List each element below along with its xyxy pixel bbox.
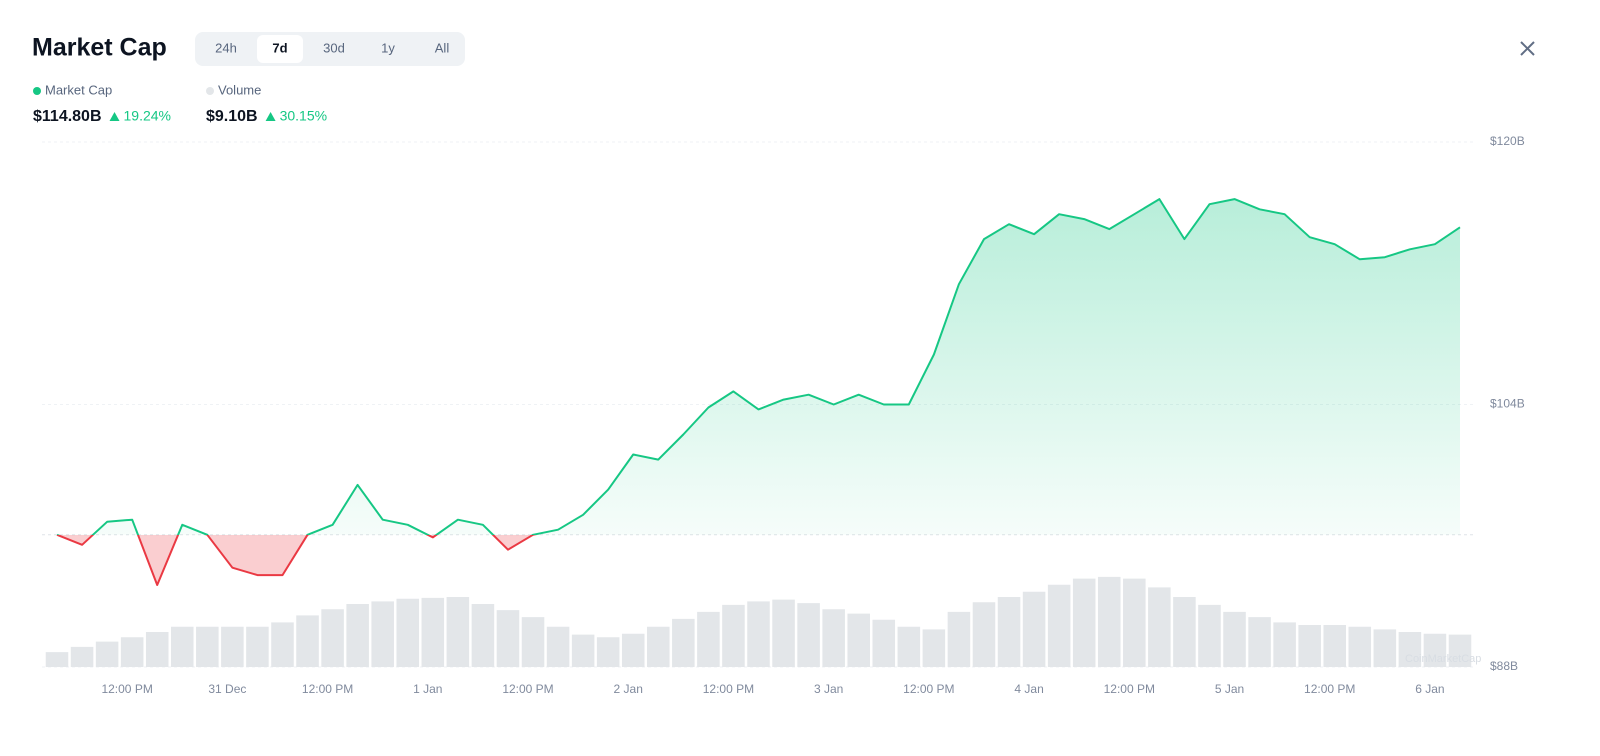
- x-tick-label: 1 Jan: [413, 682, 442, 696]
- volume-bar: [722, 604, 745, 667]
- volume-bar: [672, 618, 695, 667]
- x-tick-label: 3 Jan: [814, 682, 843, 696]
- legend-label: Market Cap: [45, 82, 112, 97]
- volume-bar: [246, 626, 269, 667]
- range-tab[interactable]: 24h: [215, 40, 237, 55]
- volume-bar: [396, 598, 420, 667]
- range-tab[interactable]: 7d: [272, 40, 287, 55]
- volume-bar: [621, 633, 645, 667]
- volume-bar: [822, 609, 845, 667]
- range-tab[interactable]: 30d: [323, 40, 345, 55]
- volume-bar: [1423, 633, 1447, 667]
- x-tick-label: 12:00 PM: [1104, 682, 1155, 696]
- volume-bar: [321, 609, 344, 667]
- range-tab[interactable]: 1y: [381, 40, 395, 55]
- x-tick-label: 12:00 PM: [703, 682, 754, 696]
- volume-bar: [521, 617, 545, 667]
- volume-bar: [346, 604, 369, 667]
- watermark: CoinMarketCap: [1405, 653, 1481, 665]
- volume-bar: [772, 599, 795, 667]
- x-tick-label: 12:00 PM: [101, 682, 152, 696]
- volume-bar: [296, 615, 319, 667]
- volume-bar: [847, 613, 870, 667]
- volume-bar: [196, 626, 219, 667]
- volume-bar: [647, 626, 670, 667]
- volume-bar: [1047, 584, 1071, 667]
- volume-bar: [1223, 611, 1246, 667]
- volume-bar: [797, 603, 820, 667]
- volume-bar: [1323, 625, 1347, 667]
- volume-bar: [45, 652, 69, 667]
- volume-bar: [1097, 576, 1121, 667]
- x-tick-label: 2 Jan: [614, 682, 643, 696]
- volume-bar: [997, 597, 1021, 667]
- volume-bar: [1348, 626, 1372, 667]
- volume-bar: [897, 626, 921, 667]
- volume-bar: [596, 637, 620, 667]
- volume-bar: [1173, 597, 1196, 667]
- volume-bar: [95, 641, 119, 667]
- volume-bar: [1398, 632, 1422, 667]
- volume-bar: [371, 601, 394, 667]
- change-arrow: [265, 112, 276, 121]
- summary-value: $9.10B: [206, 108, 258, 125]
- x-tick-label: 12:00 PM: [903, 682, 954, 696]
- volume-bar: [922, 629, 946, 667]
- volume-bar: [221, 626, 244, 667]
- modal-title: Market Cap: [32, 34, 167, 62]
- y-tick-label: $104B: [1490, 397, 1525, 411]
- summary-change: 19.24%: [124, 108, 171, 124]
- volume-bar: [1248, 617, 1271, 667]
- x-tick-label: 5 Jan: [1215, 682, 1244, 696]
- close-button[interactable]: [1520, 41, 1535, 56]
- x-tick-label: 4 Jan: [1014, 682, 1043, 696]
- change-arrow: [109, 112, 120, 121]
- volume-bar: [947, 611, 971, 667]
- volume-bar: [546, 626, 570, 667]
- volume-bar: [1022, 591, 1046, 667]
- market-cap-area: [57, 199, 1460, 585]
- volume-bar: [446, 597, 470, 667]
- x-tick-label: 12:00 PM: [302, 682, 353, 696]
- volume-bar: [120, 637, 144, 667]
- volume-bar: [697, 611, 720, 667]
- volume-bar: [1123, 578, 1146, 667]
- volume-bar: [1148, 587, 1171, 667]
- volume-bar: [496, 610, 520, 667]
- volume-bar: [1072, 578, 1096, 667]
- volume-bar: [872, 619, 896, 667]
- volume-bar: [145, 632, 169, 667]
- volume-bar: [1373, 629, 1397, 667]
- range-tab[interactable]: All: [435, 40, 450, 55]
- x-tick-label: 12:00 PM: [1304, 682, 1355, 696]
- volume-bar: [421, 597, 445, 667]
- active-tab-background: [257, 35, 303, 63]
- legend-label: Volume: [218, 82, 261, 97]
- summary-value: $114.80B: [33, 108, 102, 125]
- volume-bar: [1198, 604, 1221, 667]
- volume-bar: [571, 634, 595, 667]
- y-tick-label: $88B: [1490, 659, 1518, 673]
- volume-bar: [747, 601, 770, 667]
- volume-bar: [1298, 625, 1321, 667]
- legend-dot: [33, 87, 41, 95]
- volume-bar: [271, 622, 294, 667]
- volume-bar: [1448, 634, 1472, 667]
- x-tick-label: 6 Jan: [1415, 682, 1444, 696]
- x-tick-label: 31 Dec: [208, 682, 246, 696]
- market-cap-line: [56, 198, 1461, 586]
- y-tick-label: $120B: [1490, 134, 1525, 148]
- volume-bar: [170, 626, 194, 667]
- volume-bar: [972, 602, 996, 667]
- volume-bar: [1273, 622, 1296, 667]
- volume-bar: [70, 646, 94, 667]
- x-tick-label: 12:00 PM: [502, 682, 553, 696]
- legend-dot: [206, 87, 214, 95]
- volume-bar: [471, 604, 495, 667]
- summary-change: 30.15%: [280, 108, 327, 124]
